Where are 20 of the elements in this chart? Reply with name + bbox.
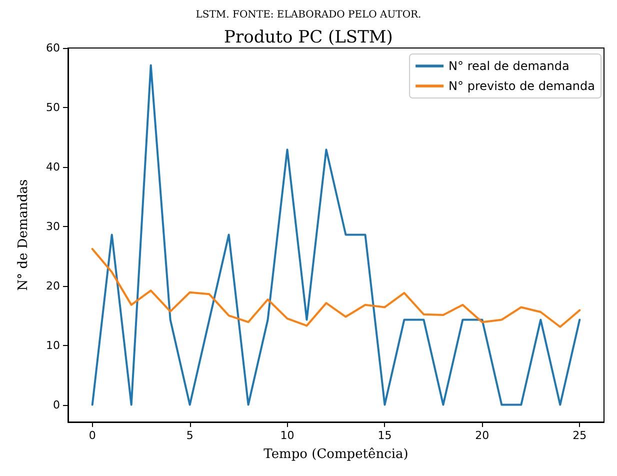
x-tick-label: 10	[280, 429, 294, 442]
x-tick-label: 5	[186, 429, 194, 442]
y-tick-label: 0	[53, 398, 60, 412]
legend-label: N° real de demanda	[448, 59, 570, 73]
legend-label: N° previsto de demanda	[448, 79, 596, 93]
x-axis-title: Tempo (Competência)	[264, 447, 408, 462]
y-tick-label: 30	[46, 220, 60, 233]
line-series	[91, 248, 581, 328]
x-tick-label: 25	[572, 429, 587, 442]
x-tick-label: 0	[88, 429, 96, 442]
chart-title: Produto PC (LSTM)	[224, 28, 393, 48]
x-tick-label: 15	[378, 429, 392, 442]
y-axis-title: N° de Demandas	[16, 179, 31, 291]
x-tick-label: 20	[475, 429, 490, 442]
y-tick-label: 40	[46, 160, 60, 174]
y-tick-label: 60	[46, 42, 60, 54]
y-tick-label: 10	[46, 338, 60, 352]
y-tick-label: 20	[46, 279, 60, 292]
y-tick-label: 50	[46, 100, 60, 114]
text: LSTM. FONTE: ELABORADO PELO AUTOR.	[196, 10, 422, 20]
